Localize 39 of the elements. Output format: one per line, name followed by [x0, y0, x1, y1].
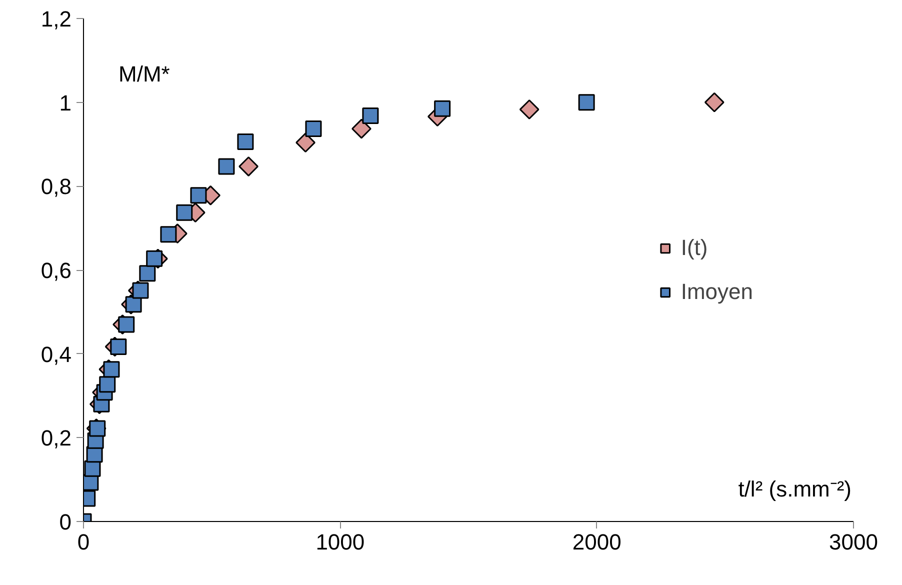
y-tick-label: 0 [59, 510, 72, 534]
point [103, 361, 120, 378]
legend-label: I(t) [680, 234, 708, 260]
point [519, 100, 540, 120]
point [89, 420, 106, 437]
point [704, 92, 724, 112]
x-tick-label: 2000 [572, 530, 622, 554]
y-tick-label: 0,8 [40, 174, 72, 200]
y-tick-label: 0,6 [40, 258, 72, 283]
point [237, 133, 254, 150]
point [160, 226, 177, 243]
point [352, 118, 372, 139]
y-tick-label: 1,2 [40, 6, 72, 32]
point [190, 187, 207, 204]
point [218, 158, 235, 175]
x-tick-label: 0 [77, 530, 90, 554]
point [99, 376, 116, 393]
point [125, 296, 142, 313]
point [305, 120, 322, 137]
point [296, 132, 316, 153]
point [434, 100, 451, 117]
point [362, 107, 379, 124]
point [118, 316, 135, 333]
x-tick-label: 1000 [316, 530, 365, 554]
y-tick-label: 1 [59, 90, 72, 116]
point [139, 265, 156, 282]
x-tick-label: 3000 [829, 530, 878, 554]
y-tick-label: 0,2 [40, 426, 72, 451]
point [110, 338, 127, 355]
y-axis-title: M/M* [118, 62, 170, 86]
point [238, 156, 258, 176]
point [578, 94, 595, 111]
y-tick-label: 0,4 [40, 342, 72, 367]
point [146, 250, 163, 267]
point [176, 204, 193, 221]
point [84, 460, 101, 477]
point [132, 282, 149, 299]
x-axis-title: t/l² (s.mm⁻²) [738, 476, 852, 502]
legend-label: Imoyen [680, 278, 753, 304]
